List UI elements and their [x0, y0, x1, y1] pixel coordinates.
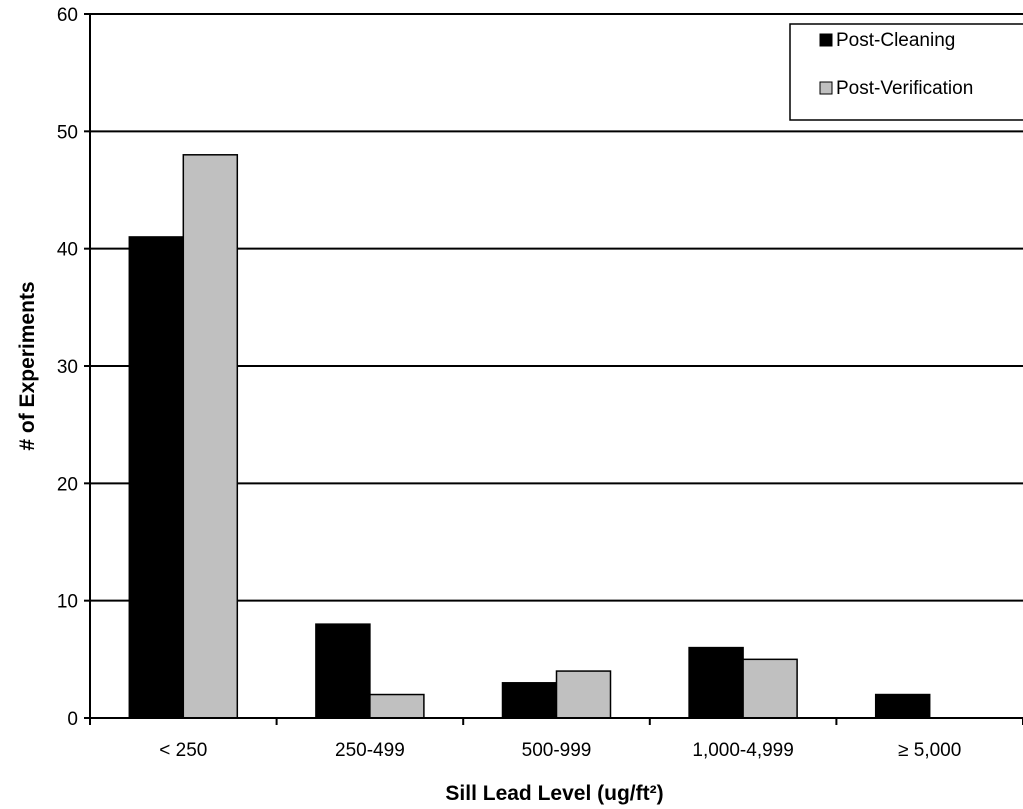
- bar-post-cleaning: [128, 236, 185, 719]
- x-axis-title: Sill Lead Level (ug/ft²): [445, 782, 663, 805]
- bar-post-verification: [182, 154, 239, 719]
- y-axis-ticks: 0 10 20 30 40 50 60: [57, 5, 90, 730]
- y-tick-label: 30: [57, 357, 78, 378]
- x-tick-label: < 250: [159, 740, 207, 761]
- bar-post-cleaning: [688, 646, 744, 719]
- x-tick-label: ≥ 5,000: [898, 740, 961, 761]
- gridlines: [90, 13, 1023, 602]
- x-axis-ticks: < 250 250-499 500-999 1,000-4,999 ≥ 5,000: [89, 718, 1023, 761]
- legend-swatch-post-verification: [819, 81, 833, 95]
- bar-post-cleaning: [874, 693, 931, 719]
- x-tick-label: 500-999: [522, 740, 592, 761]
- x-tick-label: 250-499: [335, 740, 405, 761]
- bar-post-cleaning: [501, 682, 558, 719]
- x-tick-label: 1,000-4,999: [692, 740, 793, 761]
- legend-label-post-verification: Post-Verification: [836, 78, 973, 99]
- bar-post-cleaning: [315, 623, 371, 719]
- y-tick-label: 20: [57, 474, 78, 495]
- y-tick-label: 50: [57, 122, 78, 143]
- y-tick-label: 40: [57, 240, 78, 261]
- bars: [128, 154, 931, 719]
- bar-post-verification: [555, 670, 612, 719]
- legend-swatch-post-cleaning: [819, 33, 833, 47]
- bar-post-verification: [742, 658, 798, 719]
- y-tick-label: 0: [67, 709, 78, 730]
- legend: Post-Cleaning Post-Verification: [789, 23, 1023, 121]
- legend-label-post-cleaning: Post-Cleaning: [836, 30, 955, 51]
- y-axis-title: # of Experiments: [16, 281, 39, 450]
- y-tick-label: 10: [57, 592, 78, 613]
- bar-post-verification: [369, 693, 425, 719]
- y-tick-label: 60: [57, 5, 78, 26]
